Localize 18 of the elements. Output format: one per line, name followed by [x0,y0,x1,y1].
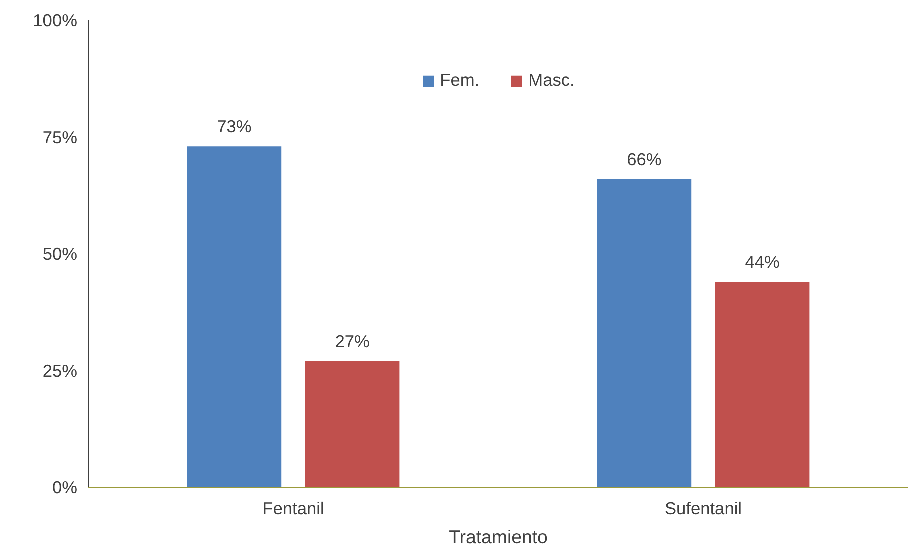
bar [715,282,810,488]
y-tick-label: 75% [42,127,78,148]
bar [187,146,282,488]
data-label: 66% [627,149,662,170]
bar [597,179,692,488]
y-tick-label: 0% [52,478,78,498]
x-axis-title: Tratamiento [449,526,548,548]
legend-label: Masc. [528,70,575,91]
data-label: 44% [745,252,780,272]
legend-label: Fem. [440,70,480,91]
y-tick-label: 50% [42,244,78,264]
y-tick-label: 100% [33,10,78,30]
y-tick-label: 25% [42,360,78,381]
bar [305,361,400,488]
x-tick-label: Sufentanil [664,498,742,518]
x-tick-label: Fentanil [262,498,324,518]
data-label: 73% [217,116,252,137]
data-label: 27% [335,331,370,352]
